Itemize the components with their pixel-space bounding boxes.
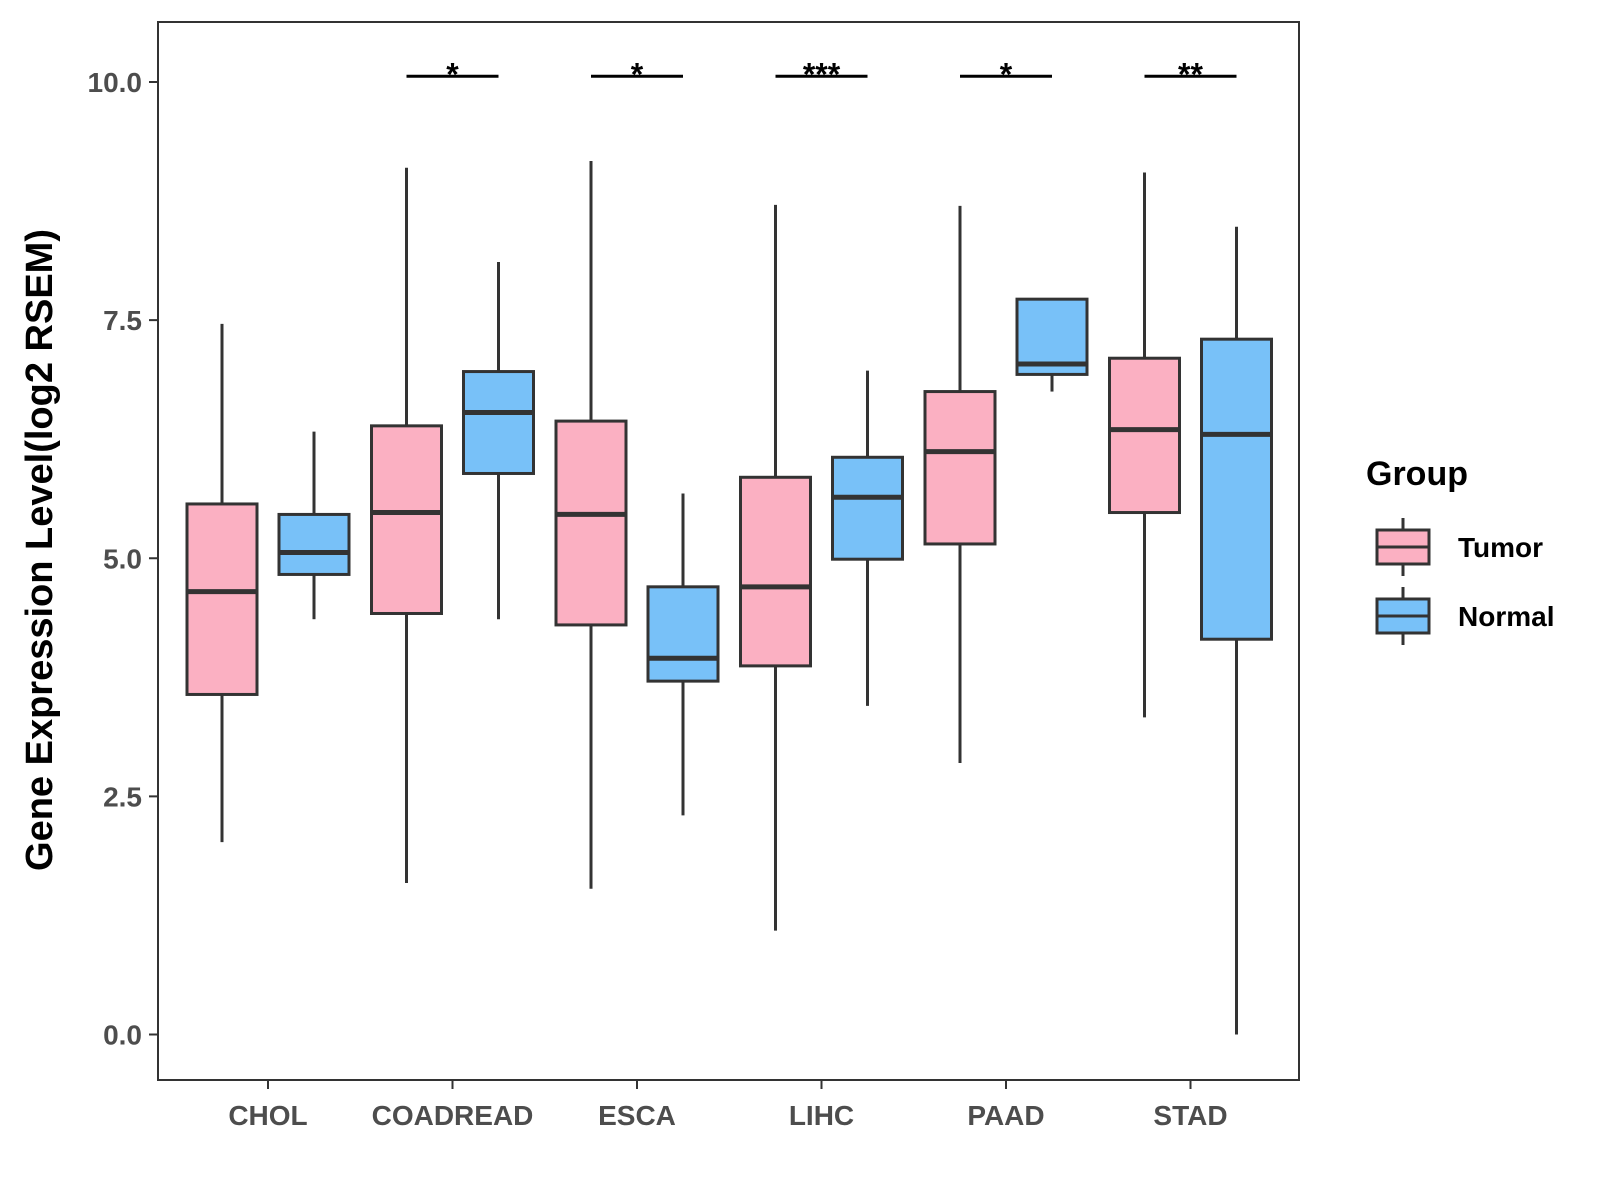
legend-title: Group [1366, 455, 1468, 493]
legend: Group Tumor Normal [1366, 455, 1554, 645]
x-tick-label: ESCA [598, 1100, 676, 1131]
box-body [739, 475, 812, 668]
y-tick-label: 2.5 [103, 781, 142, 812]
box-body [923, 390, 997, 546]
box-normal-chol [277, 431, 351, 620]
significance-label: * [1000, 56, 1013, 92]
box-tumor-esca [554, 161, 628, 889]
y-tick-label: 0.0 [103, 1020, 142, 1051]
box-body [277, 512, 351, 576]
box-normal-esca [646, 493, 720, 816]
box-tumor-lihc [739, 204, 812, 931]
box-tumor-coadread [370, 167, 443, 884]
legend-item-normal: Normal [1375, 587, 1554, 645]
x-tick-label: STAD [1153, 1100, 1227, 1131]
box-body [370, 424, 443, 615]
significance-label: ** [1178, 56, 1203, 92]
box-tumor-chol [185, 323, 259, 843]
y-tick-label: 5.0 [103, 543, 142, 574]
x-axis: CHOL COADREAD ESCA LIHC PAAD STAD [228, 1080, 1228, 1131]
box-normal-paad [1015, 297, 1089, 392]
box-body [1108, 356, 1181, 515]
box-normal-stad [1200, 226, 1273, 1035]
x-tick-label: CHOL [228, 1100, 307, 1131]
legend-label: Normal [1458, 601, 1554, 632]
box-tumor-paad [923, 205, 997, 764]
x-tick-label: LIHC [789, 1100, 854, 1131]
box-body [554, 419, 628, 627]
significance-label: *** [803, 56, 841, 92]
box-tumor-stad [1108, 172, 1181, 718]
box-body [646, 585, 720, 683]
y-tick-label: 7.5 [103, 305, 142, 336]
box-body [1200, 337, 1273, 641]
box-body [831, 455, 904, 561]
significance-label: * [446, 56, 459, 92]
x-tick-label: PAAD [967, 1100, 1044, 1131]
legend-item-tumor: Tumor [1375, 518, 1543, 576]
y-axis-title: Gene Expression Level(log2 RSEM) [19, 229, 61, 871]
y-axis: 0.0 2.5 5.0 7.5 10.0 [88, 67, 158, 1051]
box-body [185, 502, 259, 696]
box-normal-coadread [462, 262, 535, 620]
boxes-layer [185, 161, 1273, 1035]
significance-layer: * * *** * ** [406, 56, 1237, 92]
significance-label: * [631, 56, 644, 92]
box-body [462, 370, 535, 475]
legend-label: Tumor [1458, 532, 1543, 563]
y-tick-label: 10.0 [88, 67, 143, 98]
x-tick-label: COADREAD [372, 1100, 534, 1131]
box-normal-lihc [831, 370, 904, 706]
